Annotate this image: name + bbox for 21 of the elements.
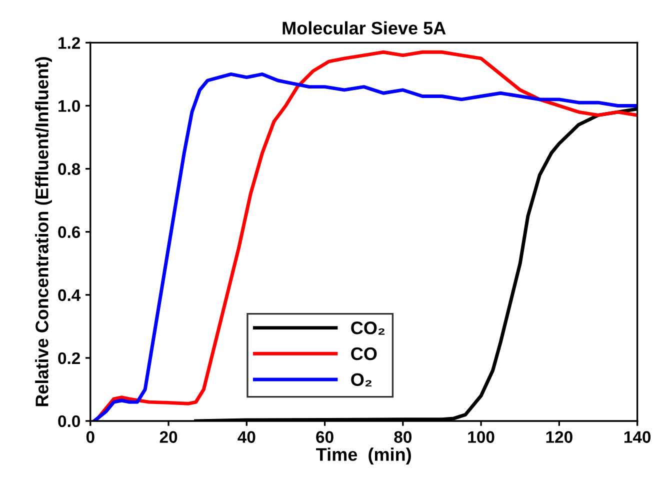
y-tick-label: 0.6 <box>58 226 80 238</box>
x-tick-label: 140 <box>624 431 651 443</box>
y-tick-label: 0.4 <box>58 289 81 302</box>
x-tick-label: 0 <box>86 431 94 443</box>
y-tick-label: 1.2 <box>58 37 80 49</box>
legend-label: CO <box>351 347 377 360</box>
legend-label: O₂ <box>351 373 372 386</box>
y-axis-title: Relative Concentration (Effluent/Influent) <box>35 57 52 406</box>
y-tick-label: 0.0 <box>58 415 80 428</box>
chart-title: Molecular Sieve 5A <box>282 21 446 35</box>
x-tick-label: 80 <box>394 431 412 443</box>
legend-label: CO₂ <box>351 322 385 335</box>
x-tick-label: 100 <box>468 431 494 443</box>
x-tick-label: 20 <box>160 431 178 443</box>
x-tick-label: 40 <box>238 431 256 443</box>
y-tick-label: 1.0 <box>58 100 80 112</box>
x-axis-title: Time (min) <box>316 448 411 464</box>
x-tick-label: 60 <box>316 431 334 443</box>
y-tick-label: 0.8 <box>58 163 80 175</box>
x-tick-label: 120 <box>546 431 572 443</box>
y-tick-label: 0.2 <box>58 352 80 364</box>
